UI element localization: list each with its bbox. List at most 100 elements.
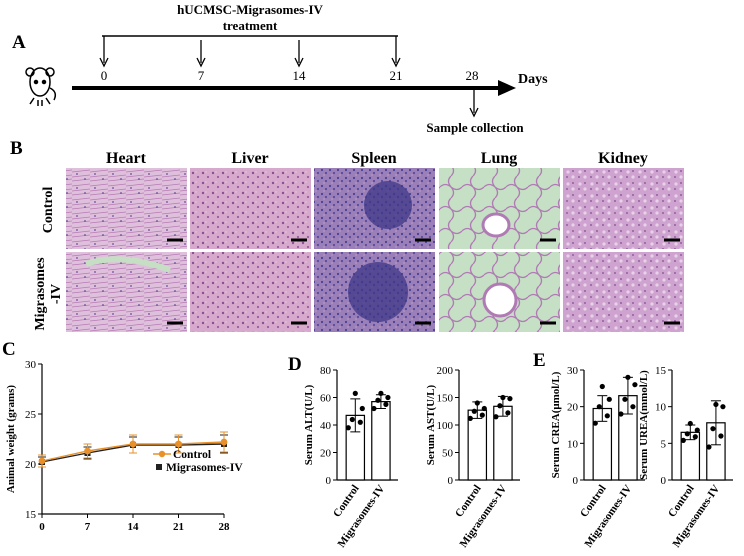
weight-legend: Control Migrasomes-IV: [153, 449, 243, 474]
data-point: [84, 447, 91, 455]
image-heart-control: [66, 168, 187, 249]
dot: [371, 405, 377, 412]
mouse-icon: [25, 67, 57, 106]
dot: [630, 404, 636, 410]
dot: [596, 404, 602, 410]
dot: [625, 374, 631, 380]
dot: [710, 426, 716, 432]
days-axis-label: Days: [518, 72, 548, 87]
organ-heart: Heart: [106, 150, 147, 167]
y-tick-label: 15: [655, 365, 667, 377]
legend-marker-migrasomes: [156, 464, 162, 470]
bar-group-control: [467, 400, 488, 481]
dot: [349, 416, 355, 423]
dot: [467, 415, 473, 421]
histology-grid: [66, 168, 684, 332]
sample-collection-label: Sample collection: [426, 120, 524, 135]
dot: [692, 434, 698, 440]
y-tick-label: 50: [442, 448, 454, 460]
dot: [606, 396, 612, 402]
data-point: [129, 440, 137, 448]
x-tick-label: 7: [85, 521, 91, 533]
y-tick-label: 100: [437, 420, 454, 432]
y-tick-label: 20: [25, 459, 37, 471]
dot: [592, 420, 598, 426]
image-kidney-migrasomes: [563, 252, 684, 332]
y-axis-label: Serum AST(U/L): [425, 384, 437, 465]
treatment-title: hUCMSC-Migrasomes-IV: [177, 2, 323, 17]
data-point: [38, 457, 46, 465]
dot: [706, 444, 712, 450]
legend-control: Control: [173, 449, 211, 461]
scale-bars: [167, 238, 680, 325]
dot: [694, 427, 700, 433]
dot: [687, 420, 693, 427]
organ-kidney: Kidney: [598, 150, 648, 167]
dot: [497, 403, 503, 409]
y-axis-label: Serum ALT(U/L): [303, 384, 315, 465]
legend-marker-control: [158, 450, 166, 458]
bar-group-control: [592, 383, 613, 481]
dot: [618, 411, 624, 417]
dot: [505, 410, 511, 416]
dosing-arrows: [99, 36, 401, 68]
category-label: Migrasomes-IV: [670, 483, 722, 550]
row-label-migrasomes: Migrasomes: [33, 257, 48, 331]
y-tick-label: 40: [320, 420, 332, 432]
panel-letter-a: A: [12, 32, 26, 53]
panel-a: A hUCMSC-Migrasomes-IV treatment 0 7 14 …: [12, 2, 548, 135]
y-tick-label: 10: [655, 402, 667, 414]
day-label-21: 21: [390, 68, 403, 83]
dot: [604, 413, 610, 419]
dot: [359, 405, 365, 412]
x-tick-label: 21: [173, 521, 184, 533]
dot: [375, 397, 381, 403]
organ-lung: Lung: [481, 150, 517, 167]
bar-group-migrasomes: [618, 374, 638, 481]
y-tick-label: 60: [320, 393, 332, 405]
dot: [632, 382, 638, 388]
day-label-0: 0: [101, 68, 108, 83]
category-label: Migrasomes-IV: [582, 483, 634, 550]
bar-group-migrasomes: [371, 390, 391, 481]
legend-migrasomes: Migrasomes-IV: [166, 462, 243, 474]
dot: [479, 412, 485, 418]
y-tick-label: 5: [661, 438, 667, 450]
dot: [622, 396, 628, 402]
dot: [383, 401, 389, 407]
dot: [471, 408, 477, 414]
dot: [684, 431, 690, 437]
y-axis-label: Serum CREA(μmol/L): [550, 371, 562, 478]
y-tick-label: 0: [573, 475, 579, 487]
dot: [352, 390, 358, 396]
day-label-7: 7: [198, 68, 205, 83]
y-tick-label: 0: [661, 475, 667, 487]
dot: [345, 425, 351, 431]
dot: [481, 405, 487, 412]
panel-letter-c: C: [2, 339, 16, 360]
organ-spleen: Spleen: [351, 150, 396, 167]
bar-group-control: [680, 420, 701, 481]
dot: [474, 400, 480, 406]
y-tick-label: 150: [437, 393, 454, 405]
dot: [493, 414, 499, 420]
sample-arrow: [469, 90, 479, 118]
dot: [718, 433, 724, 439]
bar-group-migrasomes: [706, 400, 726, 481]
bar: [371, 401, 391, 481]
y-axis-label: Animal weight (grams): [5, 385, 17, 493]
y-tick-label: 30: [25, 359, 37, 371]
bar-group-control: [345, 390, 366, 481]
y-tick-label: 0: [326, 475, 332, 487]
organ-liver: Liver: [231, 150, 268, 167]
series-control: [38, 431, 228, 468]
dot: [507, 396, 513, 402]
x-tick-label: 14: [128, 521, 140, 533]
y-tick-label: 10: [567, 438, 579, 450]
